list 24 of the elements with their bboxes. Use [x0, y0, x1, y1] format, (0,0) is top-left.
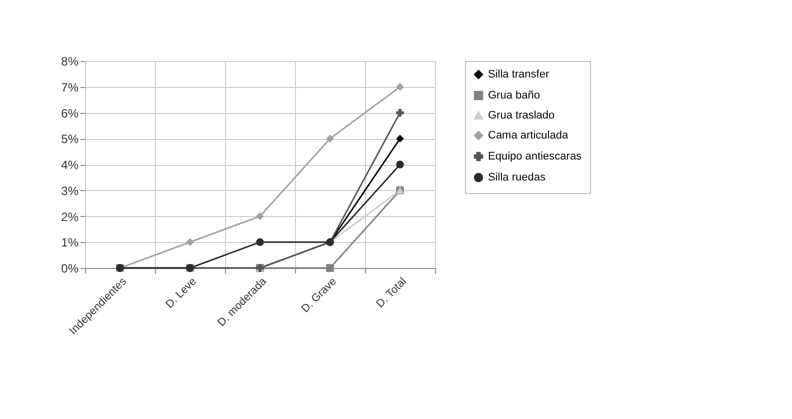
point [186, 238, 194, 246]
legend-label: Grua baño [488, 90, 540, 102]
point [256, 212, 264, 220]
y-tick-label: 1% [61, 236, 79, 250]
y-tick-label: 4% [61, 158, 79, 172]
point [396, 108, 404, 117]
legend-label: Equipo antiescaras [488, 150, 582, 162]
point [396, 134, 404, 142]
legend-label: Silla transfer [488, 68, 550, 80]
legend-label: Cama articulada [488, 130, 569, 142]
legend-label: Grua traslado [488, 110, 555, 122]
point [396, 83, 404, 91]
y-tick-label: 0% [61, 262, 79, 276]
point [326, 264, 334, 272]
y-tick-label: 3% [61, 184, 79, 198]
point [326, 134, 334, 142]
y-tick-label: 8% [61, 54, 79, 68]
point [256, 238, 264, 246]
legend-label: Silla ruedas [488, 172, 546, 184]
y-tick-label: 5% [61, 132, 79, 146]
y-tick-label: 7% [61, 80, 79, 94]
y-tick-label: 2% [61, 210, 79, 224]
y-tick-label: 6% [61, 106, 79, 120]
point [396, 160, 404, 168]
